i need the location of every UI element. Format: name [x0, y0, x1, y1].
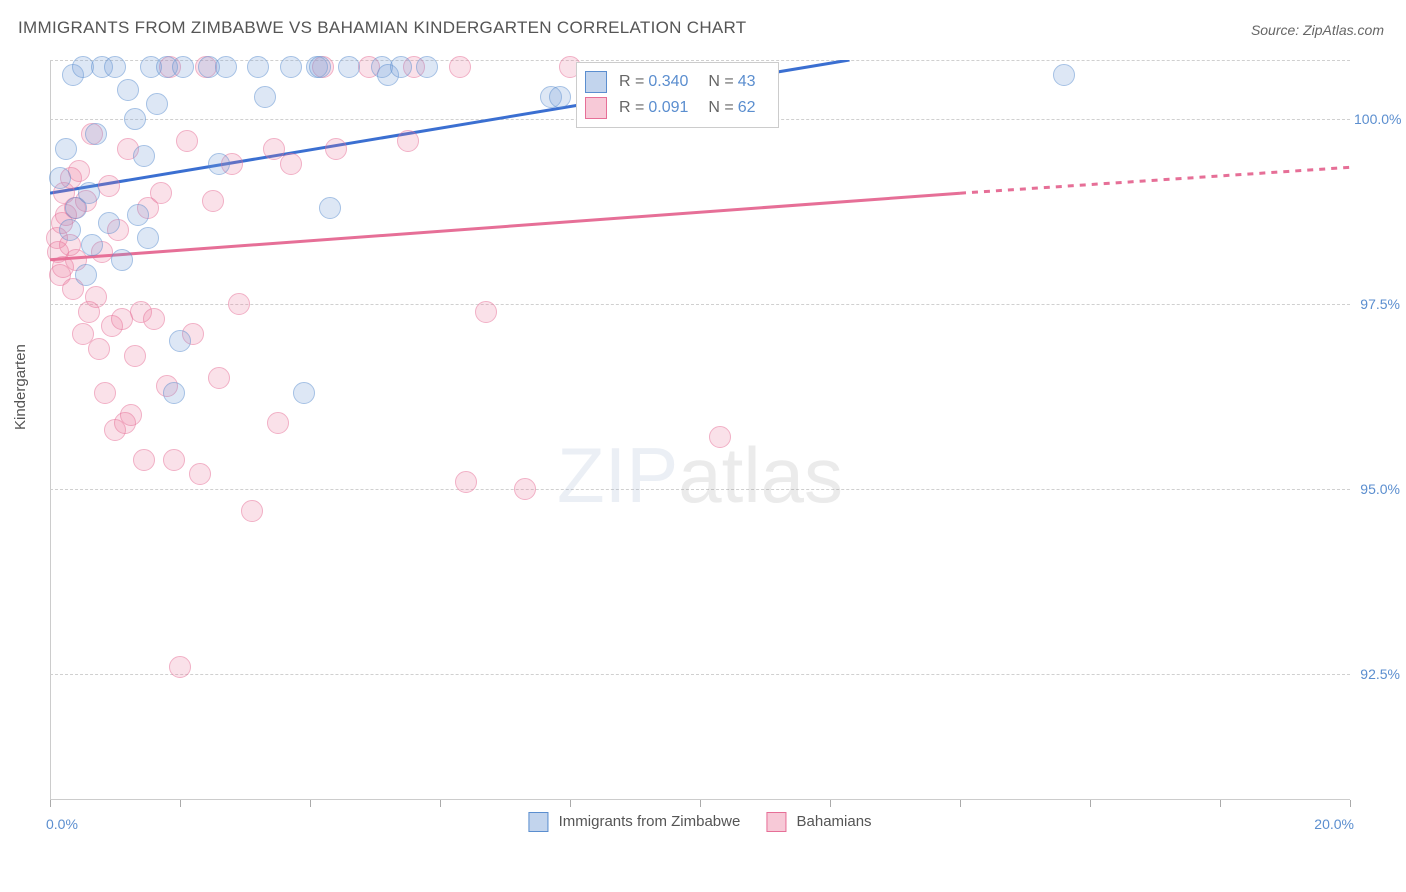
- data-point: [189, 463, 211, 485]
- data-point: [215, 56, 237, 78]
- y-axis-label: Kindergarten: [12, 344, 29, 430]
- data-point: [137, 227, 159, 249]
- data-point: [55, 138, 77, 160]
- data-point: [390, 56, 412, 78]
- y-tick-label: 95.0%: [1354, 481, 1400, 497]
- x-tick: [1350, 800, 1351, 807]
- data-point: [124, 108, 146, 130]
- data-point: [146, 93, 168, 115]
- chart-title: IMMIGRANTS FROM ZIMBABWE VS BAHAMIAN KIN…: [18, 18, 747, 38]
- x-tick: [700, 800, 701, 807]
- swatch-series-a: [585, 71, 607, 93]
- data-point: [293, 382, 315, 404]
- data-point: [280, 153, 302, 175]
- plot-area: 92.5%95.0%97.5%100.0% 0.0% 20.0% ZIPatla…: [50, 60, 1350, 800]
- data-point: [280, 56, 302, 78]
- legend-label-a: Immigrants from Zimbabwe: [559, 813, 741, 830]
- stats-row-series-b: R =0.091 N =62: [585, 95, 768, 121]
- x-tick: [830, 800, 831, 807]
- data-point: [169, 330, 191, 352]
- x-tick: [1090, 800, 1091, 807]
- data-point: [75, 264, 97, 286]
- x-tick: [570, 800, 571, 807]
- data-point: [104, 56, 126, 78]
- data-point: [120, 404, 142, 426]
- data-point: [176, 130, 198, 152]
- swatch-series-b: [585, 97, 607, 119]
- x-tick-label-max: 20.0%: [1314, 816, 1354, 832]
- data-point: [514, 478, 536, 500]
- y-tick-label: 100.0%: [1354, 111, 1400, 127]
- data-point: [163, 382, 185, 404]
- legend-item-series-a: Immigrants from Zimbabwe: [528, 812, 740, 832]
- data-point: [338, 56, 360, 78]
- x-tick: [1220, 800, 1221, 807]
- data-point: [133, 449, 155, 471]
- data-point: [208, 153, 230, 175]
- data-point: [81, 234, 103, 256]
- source-attribution: Source: ZipAtlas.com: [1251, 22, 1384, 38]
- x-tick: [960, 800, 961, 807]
- x-tick: [50, 800, 51, 807]
- data-point: [88, 338, 110, 360]
- stats-row-series-a: R =0.340 N =43: [585, 69, 768, 95]
- x-tick: [440, 800, 441, 807]
- data-point: [124, 345, 146, 367]
- data-point: [127, 204, 149, 226]
- x-legend: Immigrants from Zimbabwe Bahamians: [528, 812, 871, 832]
- data-point: [172, 56, 194, 78]
- data-point: [169, 656, 191, 678]
- data-point: [549, 86, 571, 108]
- data-point: [94, 382, 116, 404]
- data-point: [85, 286, 107, 308]
- y-tick-label: 97.5%: [1354, 296, 1400, 312]
- legend-item-series-b: Bahamians: [766, 812, 871, 832]
- data-point: [98, 212, 120, 234]
- data-point: [397, 130, 419, 152]
- trend-lines: [50, 60, 1350, 800]
- data-point: [247, 56, 269, 78]
- data-point: [49, 167, 71, 189]
- data-point: [1053, 64, 1075, 86]
- legend-label-b: Bahamians: [797, 813, 872, 830]
- data-point: [449, 56, 471, 78]
- x-tick-label-min: 0.0%: [46, 816, 78, 832]
- swatch-series-a-legend: [528, 812, 548, 832]
- data-point: [59, 219, 81, 241]
- data-point: [98, 175, 120, 197]
- y-tick-label: 92.5%: [1354, 666, 1400, 682]
- data-point: [208, 367, 230, 389]
- data-point: [228, 293, 250, 315]
- data-point: [78, 182, 100, 204]
- data-point: [309, 56, 331, 78]
- data-point: [68, 160, 90, 182]
- correlation-stats-box: R =0.340 N =43 R =0.091 N =62: [576, 62, 779, 128]
- data-point: [709, 426, 731, 448]
- data-point: [319, 197, 341, 219]
- data-point: [267, 412, 289, 434]
- x-tick: [180, 800, 181, 807]
- data-point: [254, 86, 276, 108]
- data-point: [163, 449, 185, 471]
- x-tick: [310, 800, 311, 807]
- data-point: [202, 190, 224, 212]
- data-point: [85, 123, 107, 145]
- data-point: [325, 138, 347, 160]
- data-point: [117, 79, 139, 101]
- data-point: [111, 249, 133, 271]
- data-point: [241, 500, 263, 522]
- data-point: [455, 471, 477, 493]
- data-point: [150, 182, 172, 204]
- swatch-series-b-legend: [766, 812, 786, 832]
- data-point: [416, 56, 438, 78]
- data-point: [133, 145, 155, 167]
- data-point: [143, 308, 165, 330]
- data-point: [475, 301, 497, 323]
